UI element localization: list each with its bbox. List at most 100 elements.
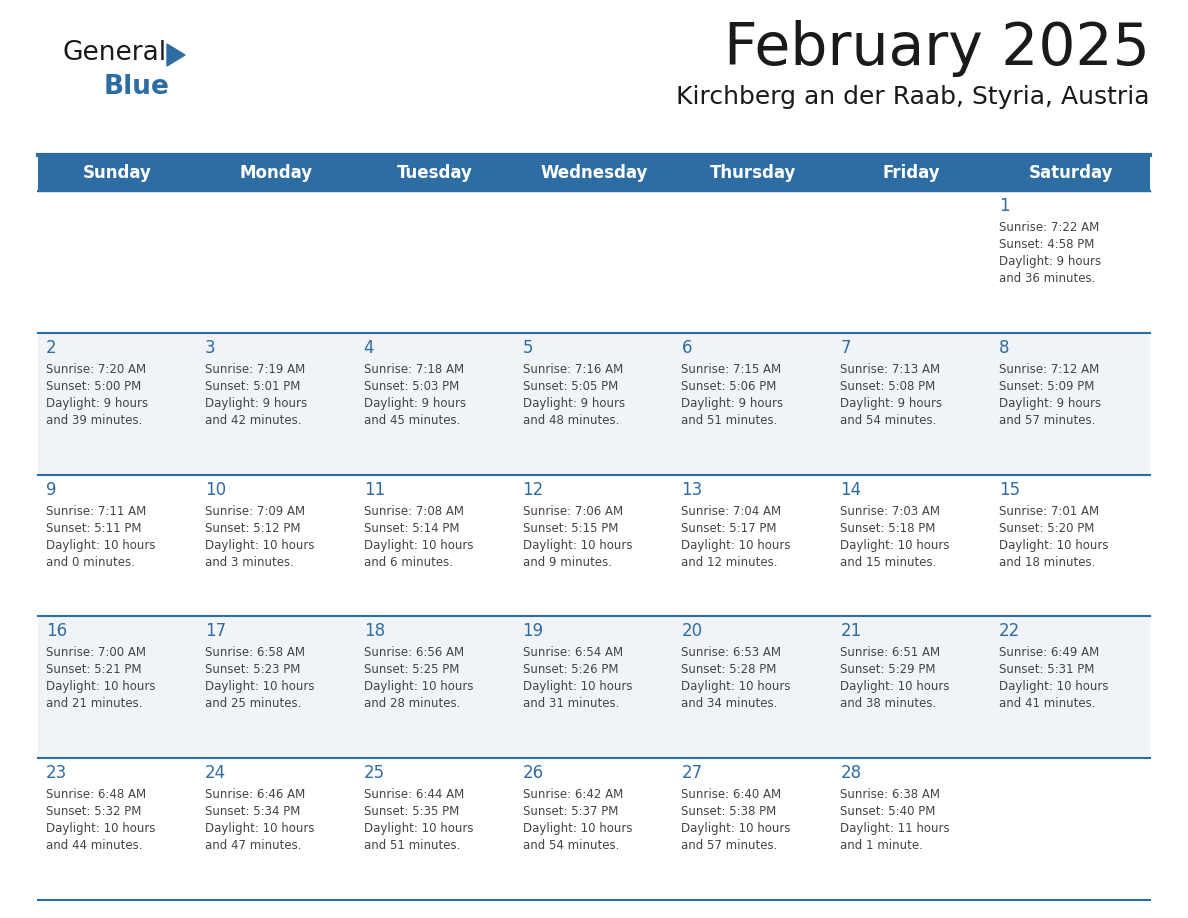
Text: Sunset: 5:05 PM: Sunset: 5:05 PM [523, 380, 618, 393]
Text: Sunrise: 7:06 AM: Sunrise: 7:06 AM [523, 505, 623, 518]
Bar [38, 758, 1150, 900]
Text: 24: 24 [204, 764, 226, 782]
Text: Sunrise: 7:04 AM: Sunrise: 7:04 AM [682, 505, 782, 518]
Text: Sunrise: 7:20 AM: Sunrise: 7:20 AM [46, 363, 146, 375]
Text: Sunset: 5:38 PM: Sunset: 5:38 PM [682, 805, 777, 818]
Text: and 48 minutes.: and 48 minutes. [523, 414, 619, 427]
Text: 1: 1 [999, 197, 1010, 215]
Text: and 41 minutes.: and 41 minutes. [999, 698, 1095, 711]
Text: 4: 4 [364, 339, 374, 357]
Text: and 54 minutes.: and 54 minutes. [840, 414, 936, 427]
Text: Sunset: 5:29 PM: Sunset: 5:29 PM [840, 664, 936, 677]
Text: 8: 8 [999, 339, 1010, 357]
Text: 14: 14 [840, 481, 861, 498]
Text: 7: 7 [840, 339, 851, 357]
Text: Sunset: 5:34 PM: Sunset: 5:34 PM [204, 805, 301, 818]
Text: Sunset: 5:23 PM: Sunset: 5:23 PM [204, 664, 301, 677]
Text: Sunset: 5:35 PM: Sunset: 5:35 PM [364, 805, 459, 818]
Bar [38, 333, 1150, 475]
Text: Sunset: 5:14 PM: Sunset: 5:14 PM [364, 521, 460, 534]
Text: Sunrise: 6:38 AM: Sunrise: 6:38 AM [840, 789, 940, 801]
Text: Friday: Friday [883, 164, 941, 182]
Text: Tuesday: Tuesday [397, 164, 473, 182]
Text: 23: 23 [46, 764, 68, 782]
Text: Sunrise: 7:13 AM: Sunrise: 7:13 AM [840, 363, 941, 375]
Text: Kirchberg an der Raab, Styria, Austria: Kirchberg an der Raab, Styria, Austria [676, 85, 1150, 109]
Text: and 38 minutes.: and 38 minutes. [840, 698, 936, 711]
Text: and 57 minutes.: and 57 minutes. [682, 839, 778, 852]
Text: Sunrise: 7:08 AM: Sunrise: 7:08 AM [364, 505, 463, 518]
Text: Daylight: 10 hours: Daylight: 10 hours [840, 539, 949, 552]
Text: Sunset: 5:40 PM: Sunset: 5:40 PM [840, 805, 936, 818]
Text: Sunset: 5:18 PM: Sunset: 5:18 PM [840, 521, 936, 534]
Text: and 44 minutes.: and 44 minutes. [46, 839, 143, 852]
Text: Monday: Monday [240, 164, 312, 182]
Text: and 18 minutes.: and 18 minutes. [999, 555, 1095, 568]
Text: and 12 minutes.: and 12 minutes. [682, 555, 778, 568]
Text: Sunrise: 7:22 AM: Sunrise: 7:22 AM [999, 221, 1099, 234]
Text: Sunset: 5:32 PM: Sunset: 5:32 PM [46, 805, 141, 818]
Text: and 0 minutes.: and 0 minutes. [46, 555, 135, 568]
Text: and 1 minute.: and 1 minute. [840, 839, 923, 852]
Text: Daylight: 10 hours: Daylight: 10 hours [999, 539, 1108, 552]
Text: Daylight: 10 hours: Daylight: 10 hours [999, 680, 1108, 693]
Text: Saturday: Saturday [1029, 164, 1113, 182]
Text: Sunset: 5:12 PM: Sunset: 5:12 PM [204, 521, 301, 534]
Text: and 25 minutes.: and 25 minutes. [204, 698, 302, 711]
Text: Sunrise: 6:56 AM: Sunrise: 6:56 AM [364, 646, 463, 659]
Text: Sunset: 5:28 PM: Sunset: 5:28 PM [682, 664, 777, 677]
Text: and 51 minutes.: and 51 minutes. [682, 414, 778, 427]
Text: Sunset: 5:09 PM: Sunset: 5:09 PM [999, 380, 1094, 393]
Text: 19: 19 [523, 622, 544, 641]
Text: Daylight: 9 hours: Daylight: 9 hours [840, 397, 942, 409]
Text: 11: 11 [364, 481, 385, 498]
Text: Daylight: 9 hours: Daylight: 9 hours [999, 397, 1101, 409]
Text: and 42 minutes.: and 42 minutes. [204, 414, 302, 427]
Text: Daylight: 10 hours: Daylight: 10 hours [204, 823, 315, 835]
Bar [38, 155, 1150, 191]
Text: Daylight: 10 hours: Daylight: 10 hours [523, 823, 632, 835]
Text: 12: 12 [523, 481, 544, 498]
Text: Sunset: 5:15 PM: Sunset: 5:15 PM [523, 521, 618, 534]
Text: 21: 21 [840, 622, 861, 641]
Text: Daylight: 10 hours: Daylight: 10 hours [46, 539, 156, 552]
Text: Sunset: 5:25 PM: Sunset: 5:25 PM [364, 664, 459, 677]
Text: Sunrise: 7:18 AM: Sunrise: 7:18 AM [364, 363, 463, 375]
Text: Daylight: 10 hours: Daylight: 10 hours [364, 680, 473, 693]
Text: and 39 minutes.: and 39 minutes. [46, 414, 143, 427]
Text: Daylight: 10 hours: Daylight: 10 hours [682, 539, 791, 552]
Text: and 34 minutes.: and 34 minutes. [682, 698, 778, 711]
Text: Sunset: 5:03 PM: Sunset: 5:03 PM [364, 380, 459, 393]
Text: 10: 10 [204, 481, 226, 498]
Text: Sunset: 5:20 PM: Sunset: 5:20 PM [999, 521, 1094, 534]
Text: Daylight: 9 hours: Daylight: 9 hours [682, 397, 784, 409]
Text: Sunrise: 7:00 AM: Sunrise: 7:00 AM [46, 646, 146, 659]
Text: and 51 minutes.: and 51 minutes. [364, 839, 460, 852]
Text: 20: 20 [682, 622, 702, 641]
Text: Daylight: 10 hours: Daylight: 10 hours [523, 539, 632, 552]
Text: Sunrise: 6:49 AM: Sunrise: 6:49 AM [999, 646, 1099, 659]
Text: Sunrise: 7:09 AM: Sunrise: 7:09 AM [204, 505, 305, 518]
Text: 5: 5 [523, 339, 533, 357]
Text: and 21 minutes.: and 21 minutes. [46, 698, 143, 711]
Text: 18: 18 [364, 622, 385, 641]
Bar [38, 616, 1150, 758]
Text: Sunrise: 7:19 AM: Sunrise: 7:19 AM [204, 363, 305, 375]
Bar [38, 191, 1150, 333]
Text: Daylight: 10 hours: Daylight: 10 hours [682, 823, 791, 835]
Polygon shape [168, 44, 185, 66]
Text: Sunset: 5:31 PM: Sunset: 5:31 PM [999, 664, 1094, 677]
Text: 16: 16 [46, 622, 68, 641]
Text: Sunset: 5:21 PM: Sunset: 5:21 PM [46, 664, 141, 677]
Text: Daylight: 10 hours: Daylight: 10 hours [46, 823, 156, 835]
Text: Daylight: 10 hours: Daylight: 10 hours [204, 680, 315, 693]
Text: and 47 minutes.: and 47 minutes. [204, 839, 302, 852]
Text: Sunset: 5:17 PM: Sunset: 5:17 PM [682, 521, 777, 534]
Text: 9: 9 [46, 481, 57, 498]
Text: 15: 15 [999, 481, 1020, 498]
Text: Thursday: Thursday [709, 164, 796, 182]
Text: and 31 minutes.: and 31 minutes. [523, 698, 619, 711]
Text: Daylight: 9 hours: Daylight: 9 hours [46, 397, 148, 409]
Text: Daylight: 10 hours: Daylight: 10 hours [364, 539, 473, 552]
Text: Daylight: 10 hours: Daylight: 10 hours [204, 539, 315, 552]
